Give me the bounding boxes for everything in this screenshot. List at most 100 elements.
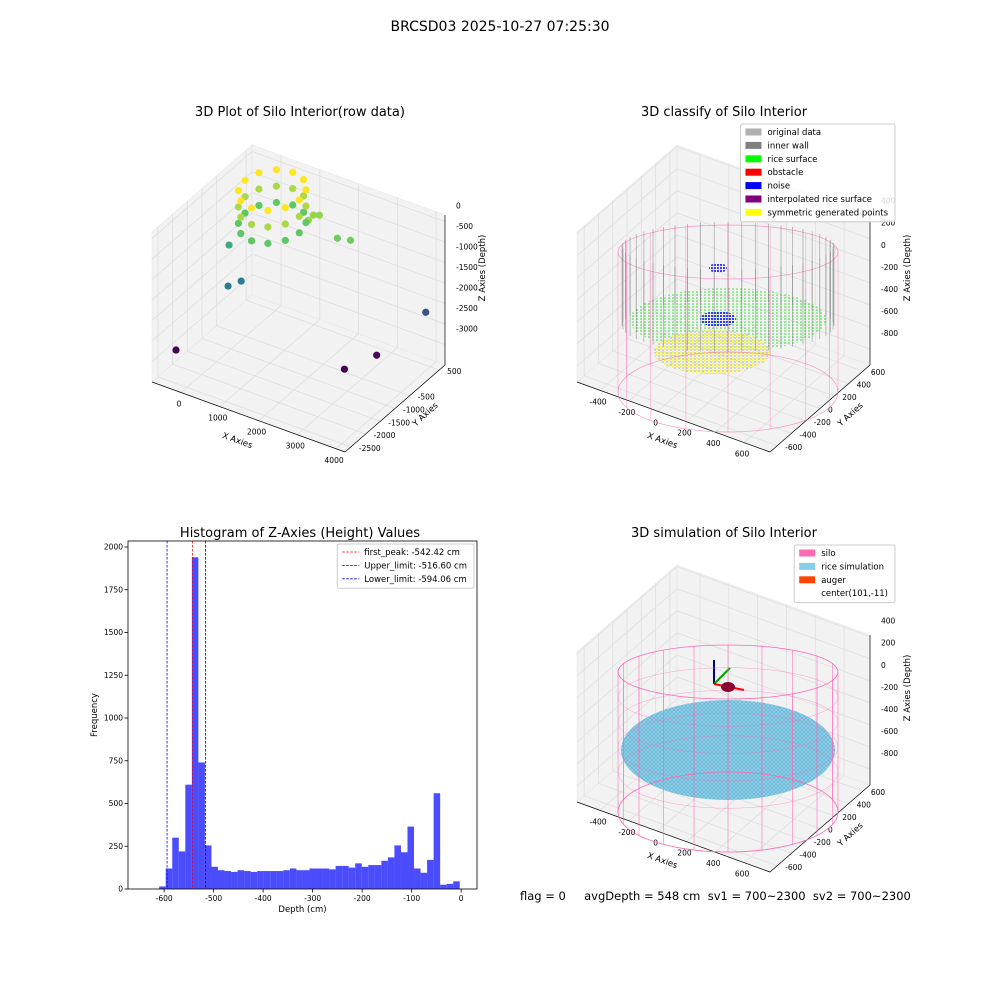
- point: [295, 196, 303, 204]
- point: [234, 186, 242, 195]
- legend-label: rice simulation: [821, 562, 884, 572]
- z-tick-label: -600: [881, 727, 898, 736]
- grid-line: [258, 183, 359, 421]
- legend-patch: [745, 208, 762, 216]
- bar: [270, 871, 277, 889]
- bar: [302, 870, 310, 889]
- grid-line: [297, 197, 398, 435]
- grid-line: [626, 188, 821, 409]
- y-tick-label: 1750: [104, 585, 123, 594]
- legend: original data inner wall rice surface obsta…: [739, 123, 896, 223]
- bar: [231, 871, 238, 889]
- grid-line: [180, 155, 282, 393]
- point: [264, 223, 272, 231]
- legend-box: [336, 543, 475, 589]
- x-axis: [576, 381, 771, 453]
- y-tick-label: -500: [418, 393, 435, 402]
- chart-title: 3D simulation of Silo Interior: [631, 526, 818, 541]
- y-tick-label: 1000: [104, 714, 123, 723]
- point: [281, 236, 289, 245]
- point: [346, 236, 355, 244]
- point: [295, 229, 303, 237]
- bar: [296, 870, 303, 889]
- legend-patch: [745, 195, 762, 203]
- chart-title: Histogram of Z-Axies (Height) Values: [180, 526, 420, 541]
- x-tick-label: -400: [590, 397, 607, 406]
- legend-label: Lower_limit: -594.06 cm: [364, 575, 466, 585]
- legend-patch: [799, 562, 816, 570]
- y-tick-label: 400: [857, 381, 872, 390]
- legend-label: center(101,-11): [821, 589, 888, 599]
- point: [237, 229, 245, 238]
- point: [225, 241, 233, 249]
- y-tick-label: -1500: [388, 418, 410, 427]
- x-tick-label: -500: [205, 894, 222, 903]
- suptitle: BRCSD03 2025-10-27 07:25:30: [390, 19, 609, 35]
- grid-line: [715, 195, 816, 433]
- legend-label: first_peak: -542.42 cm: [364, 548, 460, 558]
- y-tick-label: 200: [842, 393, 857, 402]
- x-tick-label: 0: [459, 894, 464, 903]
- legend-label: auger: [821, 576, 846, 586]
- point: [299, 175, 308, 184]
- bar: [387, 857, 395, 889]
- point: [272, 198, 281, 207]
- point: [247, 204, 256, 212]
- point: [234, 219, 242, 227]
- grid-line: [576, 566, 871, 654]
- bar: [172, 837, 179, 889]
- x-tick-label: 600: [735, 450, 750, 459]
- bar: [217, 870, 225, 889]
- legend: silo rice simulation auger center(101,-11): [793, 544, 896, 604]
- grid-line: [598, 633, 792, 854]
- z-tick-label: -3000: [456, 325, 478, 334]
- x-tick-label: -200: [618, 828, 635, 837]
- x-tick-label: 600: [735, 870, 750, 879]
- legend: first_peak: -542.42 cm Upper_limit: -516.…: [336, 543, 475, 589]
- classify-cloud: [617, 222, 839, 433]
- z-tick-label: 0: [881, 661, 886, 670]
- x-tick-label: 0: [177, 400, 182, 409]
- y-tick-label: 400: [857, 801, 872, 810]
- legend-patch: [745, 168, 762, 176]
- grid-line: [151, 151, 446, 239]
- legend-box: [793, 544, 896, 604]
- x-tick-label: 3000: [286, 442, 305, 451]
- silo-wire: [617, 667, 839, 727]
- point: [289, 185, 297, 193]
- bar: [414, 868, 421, 889]
- bar: [361, 866, 369, 889]
- noise-cloud: [700, 311, 736, 327]
- grid-line: [151, 171, 446, 260]
- point: [247, 220, 256, 229]
- z-tick-label: 0: [456, 202, 461, 211]
- grid-line: [186, 201, 381, 422]
- y-tick-label: 250: [109, 842, 124, 851]
- point: [295, 212, 303, 220]
- x-tick-label: 1000: [208, 414, 227, 423]
- point: [255, 201, 263, 210]
- x-tick-label: 200: [677, 429, 692, 438]
- bar: [316, 868, 323, 889]
- legend-label: inner wall: [767, 141, 808, 151]
- bar: [420, 872, 428, 889]
- chart-title: 3D Plot of Silo Interior(row data): [195, 105, 405, 120]
- bar: [224, 871, 232, 889]
- bar: [446, 883, 454, 889]
- bar: [159, 886, 166, 889]
- z-tick-label: -200: [881, 263, 898, 272]
- point: [422, 308, 430, 316]
- simulation-cloud: [617, 644, 839, 853]
- point: [302, 218, 310, 227]
- grid-line: [172, 214, 366, 435]
- z-axis-label: Z Axies (Depth): [478, 235, 488, 302]
- y-tick-label: -200: [814, 838, 831, 847]
- grid-line: [612, 200, 806, 422]
- bar: [453, 881, 460, 889]
- point: [237, 277, 245, 285]
- y-tick-label: 600: [871, 788, 886, 797]
- y-tick-label: -400: [799, 850, 816, 859]
- point: [247, 237, 256, 245]
